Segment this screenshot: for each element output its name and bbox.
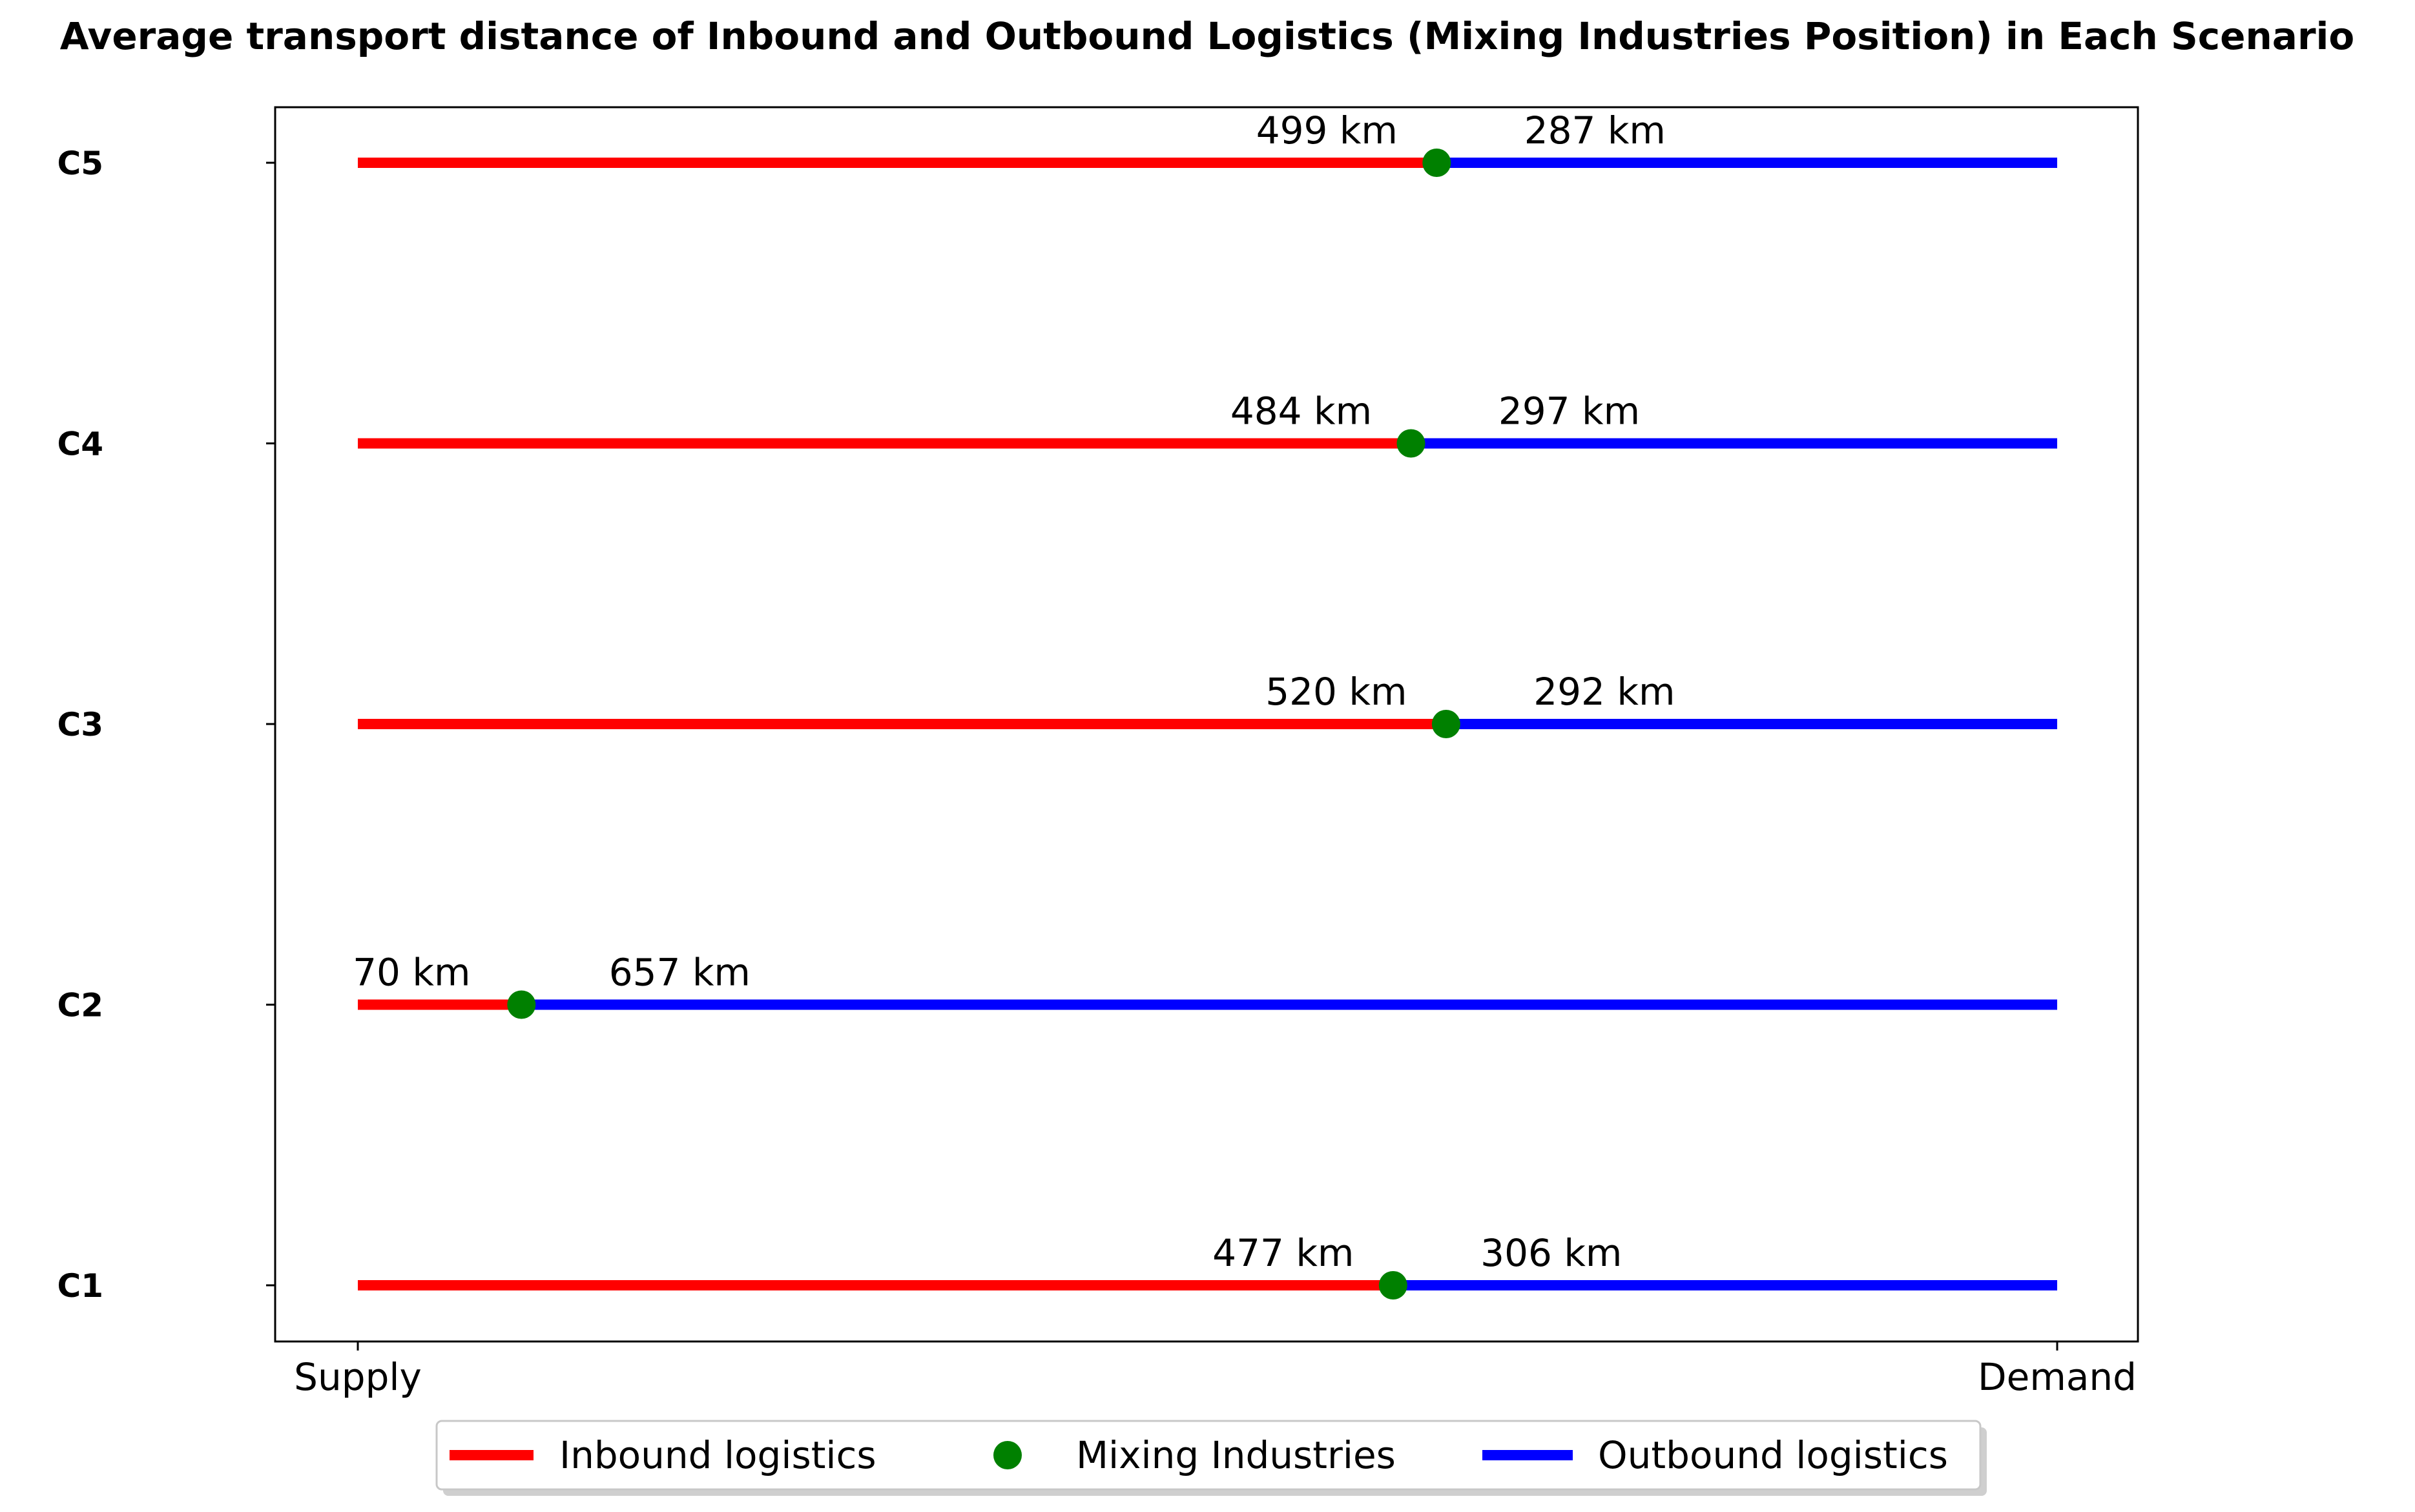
outbound-label: 297 km xyxy=(1498,389,1640,433)
plot-marks: 477 km 306 km 70 km 657 km 520 km 292 km 484 k… xyxy=(353,109,2057,1300)
y-tick-label: C3 xyxy=(57,706,103,743)
mixing-point xyxy=(507,990,536,1019)
x-tick-label: Demand xyxy=(1978,1355,2137,1399)
outbound-label: 306 km xyxy=(1480,1231,1622,1275)
legend-label: Inbound logistics xyxy=(559,1433,876,1477)
x-axis: Supply Demand xyxy=(294,1341,2137,1399)
inbound-label: 520 km xyxy=(1265,670,1407,714)
outbound-label: 657 km xyxy=(609,951,751,995)
y-tick-label: C5 xyxy=(57,145,103,182)
outbound-label: 287 km xyxy=(1524,109,1666,152)
y-tick-label: C2 xyxy=(57,987,103,1024)
mixing-point xyxy=(1431,710,1460,738)
inbound-label: 484 km xyxy=(1230,389,1372,433)
legend: Inbound logistics Mixing Industries Outbou… xyxy=(435,1420,1987,1496)
outbound-label: 292 km xyxy=(1533,670,1675,714)
legend-box xyxy=(435,1420,1982,1491)
chart-title: Average transport distance of Inbound an… xyxy=(60,14,2355,58)
mixing-point xyxy=(1378,1271,1407,1300)
inbound-label: 477 km xyxy=(1212,1231,1354,1275)
x-tick-label: Supply xyxy=(294,1355,422,1399)
inbound-label: 499 km xyxy=(1256,109,1398,152)
legend-swatch xyxy=(993,1441,1022,1469)
legend-label: Mixing Industries xyxy=(1076,1433,1396,1477)
y-tick-label: C4 xyxy=(57,426,103,463)
y-tick-label: C1 xyxy=(57,1267,103,1305)
y-axis: C1 C2 C3 C4 C5 xyxy=(57,145,275,1305)
legend-label: Outbound logistics xyxy=(1598,1433,1948,1477)
mixing-point xyxy=(1422,149,1451,177)
inbound-label: 70 km xyxy=(353,951,470,995)
mixing-point xyxy=(1396,429,1425,458)
